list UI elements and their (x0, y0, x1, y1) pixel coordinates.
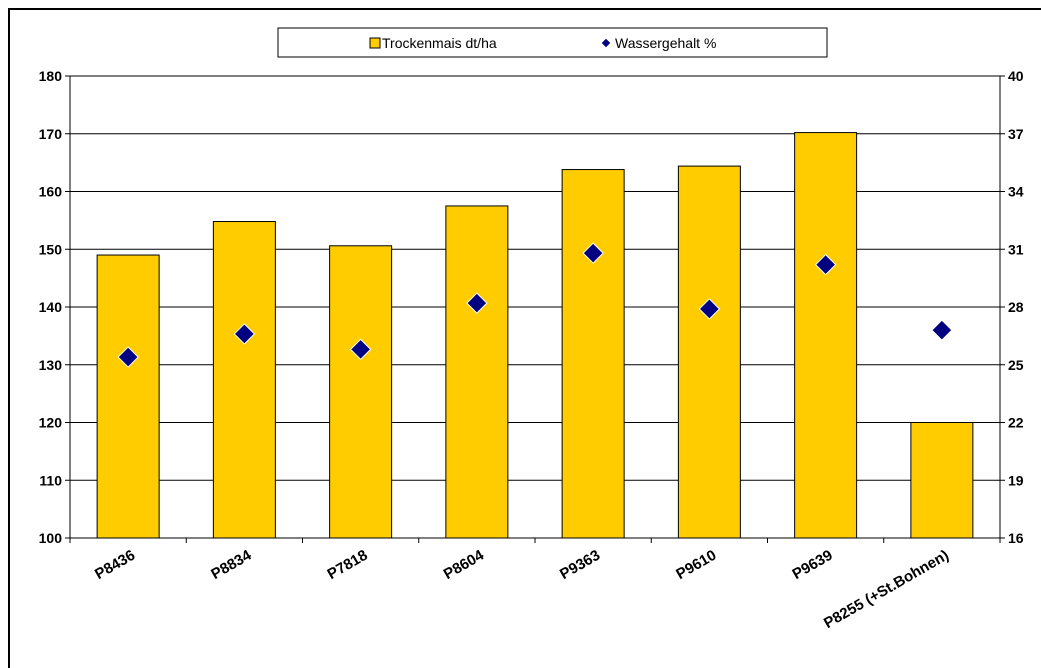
bar-p8604 (445, 205, 509, 539)
right-tick-label: 40 (1008, 68, 1024, 84)
bar-p8255-st-bohnen (910, 422, 974, 539)
bar-p9639 (794, 132, 858, 539)
bar-p9610 (677, 165, 741, 539)
marker-wassergehalt (582, 242, 604, 264)
category-label: P9363 (557, 547, 603, 583)
right-tick-label: 16 (1008, 530, 1024, 546)
bar-p9363 (561, 169, 625, 539)
marker-wassergehalt (814, 253, 837, 276)
category-label: P8834 (208, 546, 255, 583)
category-label: P9610 (673, 547, 719, 583)
right-tick-label: 22 (1008, 415, 1024, 431)
bar-p8834 (212, 221, 276, 539)
category-label: P7818 (325, 547, 371, 583)
legend-bar-swatch (369, 37, 381, 49)
left-tick-label: 120 (39, 415, 63, 431)
right-tick-label: 31 (1008, 241, 1024, 257)
right-tick-label: 34 (1008, 184, 1024, 200)
legend: Trockenmais dt/ha Wassergehalt % (277, 27, 828, 58)
right-tick-label: 25 (1008, 357, 1024, 373)
left-tick-label: 140 (39, 299, 63, 315)
gridlines (70, 133, 1000, 481)
marker-wassergehalt (466, 292, 488, 314)
left-tick-label: 100 (39, 530, 63, 546)
marker-wassergehalt (349, 338, 372, 361)
right-tick-label: 37 (1008, 126, 1024, 142)
right-tick-label: 28 (1008, 299, 1024, 315)
left-tick-label: 130 (39, 357, 63, 373)
legend-label-wassergehalt: Wassergehalt % (615, 35, 716, 51)
tick-labels: 100 110 120 130 140 150 160 170 180 16 19 22 25 28 31 3… (39, 68, 1024, 632)
left-tick-label: 170 (39, 126, 63, 142)
category-label: P9639 (790, 547, 836, 583)
marker-wassergehalt (117, 346, 139, 368)
axes (65, 75, 1005, 543)
marker-wassergehalt (698, 298, 721, 320)
category-label: P8436 (92, 547, 138, 583)
left-tick-label: 160 (39, 184, 63, 200)
markers (117, 242, 953, 368)
category-label: P8255 (+St.Bohnen) (821, 547, 952, 632)
marker-wassergehalt (931, 319, 953, 341)
category-label: P8604 (441, 546, 488, 583)
chart-frame (8, 8, 1041, 668)
bar-p7818 (329, 245, 393, 539)
legend-box (277, 27, 828, 58)
bars (96, 132, 974, 539)
left-tick-label: 150 (39, 241, 63, 257)
bar-p8436 (96, 254, 160, 539)
marker-wassergehalt (233, 323, 256, 345)
left-tick-label: 180 (39, 68, 63, 84)
left-tick-label: 110 (39, 472, 62, 488)
legend-label-trockenmais: Trockenmais dt/ha (382, 35, 497, 51)
right-tick-label: 19 (1008, 472, 1024, 488)
